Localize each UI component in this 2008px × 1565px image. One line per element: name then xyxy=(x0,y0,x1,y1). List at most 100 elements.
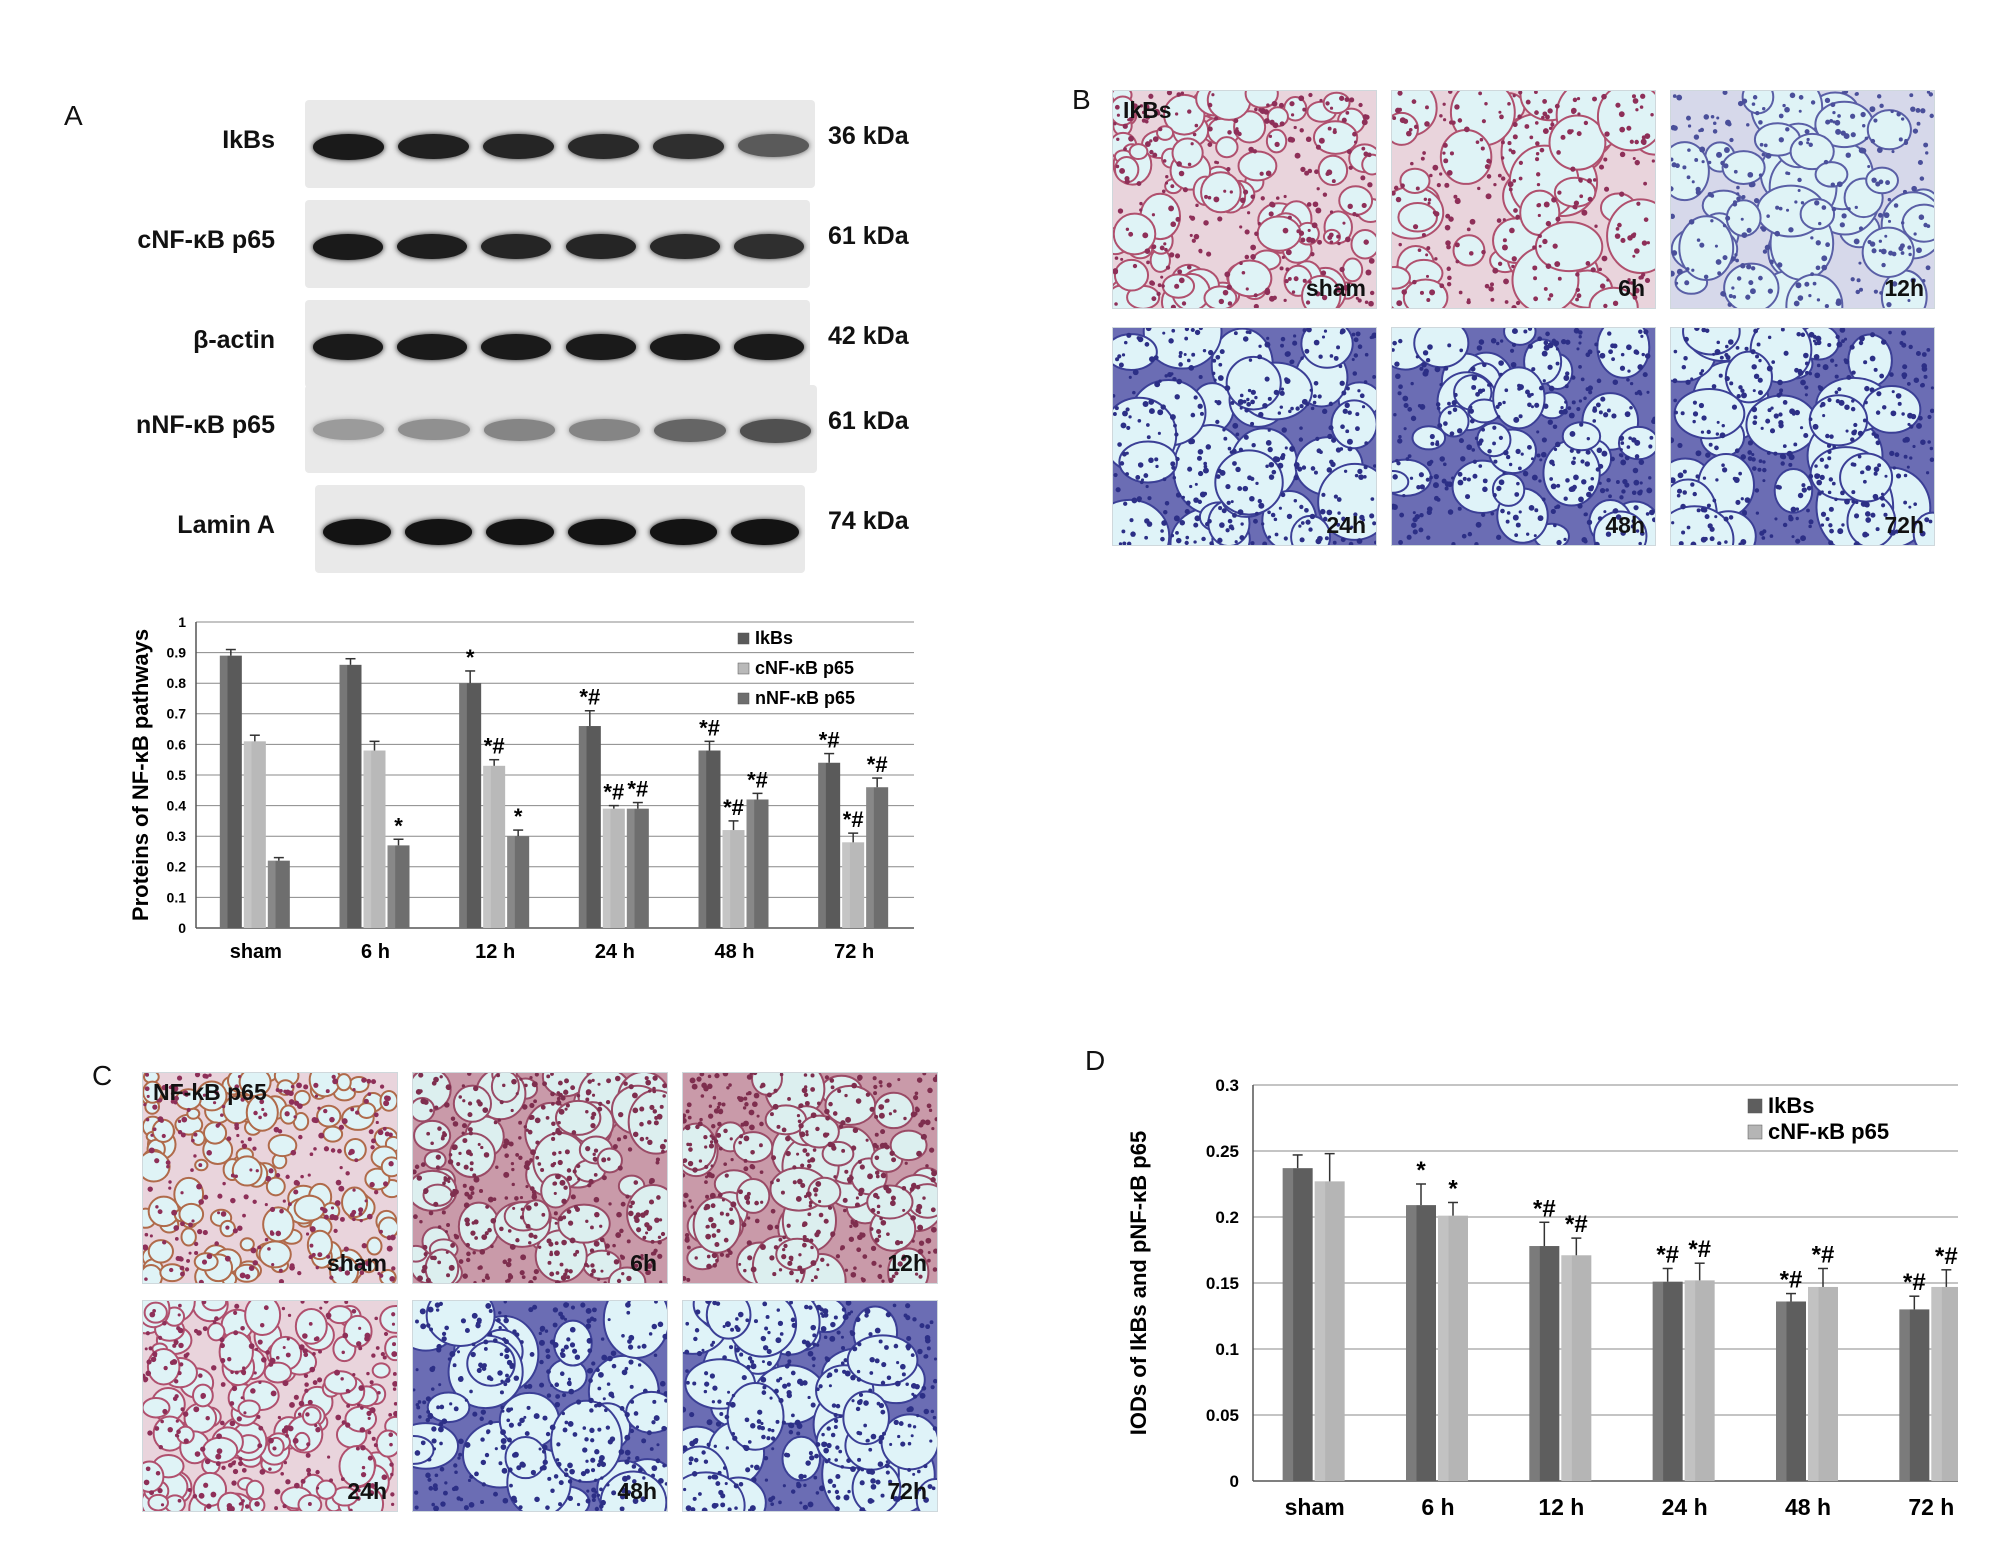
tissue-texture xyxy=(143,1073,397,1283)
blot-band xyxy=(486,519,554,545)
bar-highlight xyxy=(626,808,635,928)
significance-mark: * xyxy=(1416,1157,1426,1184)
y-tick-label: 0 xyxy=(178,920,186,936)
significance-mark: *# xyxy=(1565,1211,1588,1238)
panel-letter-a: A xyxy=(64,100,83,131)
bar xyxy=(578,726,601,928)
blot-band xyxy=(565,334,636,360)
significance-mark: *# xyxy=(1935,1243,1958,1270)
bar xyxy=(1684,1280,1715,1481)
panel-letter-c: C xyxy=(92,1060,113,1091)
panel-letter-b: B xyxy=(1072,84,1091,115)
bar-highlight xyxy=(243,741,252,928)
micrograph-image: 6h xyxy=(412,1072,668,1284)
blot-strip xyxy=(305,300,810,388)
bar-highlight xyxy=(746,799,755,928)
y-tick-label: 0.1 xyxy=(1215,1340,1239,1359)
bar-highlight xyxy=(1684,1280,1696,1481)
chart-a-nfkb-proteins: 0 0.1 0.2 0.3 0.4 0.5 0.6 0.7 0.8 0.9 1 Proteins of… xyxy=(128,614,914,963)
micrograph-image: IkBs sham xyxy=(1112,90,1377,309)
bar-highlight xyxy=(459,683,467,928)
blot-kda-label: 74 kDa xyxy=(828,507,909,535)
bar xyxy=(1282,1168,1313,1481)
bar xyxy=(219,655,242,928)
blot-label: β-actin xyxy=(193,326,275,354)
blot-band xyxy=(739,419,811,443)
tissue-texture xyxy=(1392,91,1655,308)
blot-strip xyxy=(305,200,810,288)
x-tick-label: 48 h xyxy=(1785,1494,1831,1520)
x-tick-label: 6 h xyxy=(1421,1494,1454,1520)
micrograph-image: 12h xyxy=(1670,90,1935,309)
tissue-texture xyxy=(1671,328,1934,545)
blot-band xyxy=(398,419,470,441)
bar-highlight xyxy=(578,726,587,928)
bar-highlight xyxy=(339,664,348,928)
blot-band xyxy=(653,134,724,159)
micrograph-image: NF-kB p65 sham xyxy=(142,1072,398,1284)
blot-band xyxy=(313,234,384,260)
blot-band xyxy=(568,134,639,160)
bar xyxy=(1314,1181,1345,1481)
blot-band xyxy=(738,134,809,158)
blot-kda-label: 61 kDa xyxy=(828,407,909,435)
legend-label: cNF-κB p65 xyxy=(755,658,854,678)
legend-label: IkBs xyxy=(755,628,793,648)
legend-swatch xyxy=(737,692,750,705)
timepoint-label: sham xyxy=(1305,275,1366,301)
bar-highlight xyxy=(1899,1309,1910,1481)
bar xyxy=(387,845,410,928)
significance-mark: *# xyxy=(627,777,648,802)
stain-label: IkBs xyxy=(1123,97,1172,123)
y-tick-label: 0.8 xyxy=(167,675,187,691)
legend-label: cNF-κB p65 xyxy=(1768,1119,1889,1144)
bar xyxy=(507,836,530,928)
blot-label: cNF-κB p65 xyxy=(137,226,275,254)
bar xyxy=(1406,1205,1436,1481)
bar-highlight xyxy=(1776,1301,1787,1481)
bar-highlight xyxy=(818,762,826,928)
blot-band xyxy=(323,519,391,545)
micrograph-image: 72h xyxy=(682,1300,938,1512)
micrograph-image: 48h xyxy=(412,1300,668,1512)
y-tick-label: 0 xyxy=(1230,1472,1239,1491)
blot-band xyxy=(313,134,384,160)
micrograph-image: 12h xyxy=(682,1072,938,1284)
blot-label: nNF-κB p65 xyxy=(136,411,275,439)
y-tick-label: 0.7 xyxy=(167,706,187,722)
blot-band xyxy=(313,419,385,440)
chart-d-iods: 0 0.05 0.1 0.15 0.2 0.25 0.3 IODs of IkBs and p… xyxy=(1126,1076,1958,1520)
x-tick-label: 24 h xyxy=(1662,1494,1708,1520)
legend-swatch xyxy=(737,662,750,675)
x-tick-label: 48 h xyxy=(714,941,754,963)
y-tick-label: 0.5 xyxy=(167,767,187,783)
bar xyxy=(602,808,625,928)
micrograph-image: 24h xyxy=(1112,327,1377,546)
bar xyxy=(363,750,386,928)
blot-strip xyxy=(315,485,805,573)
bar-highlight xyxy=(1529,1246,1540,1481)
x-tick-label: 24 h xyxy=(595,941,635,963)
y-tick-label: 0.3 xyxy=(1215,1076,1239,1095)
timepoint-label: 6h xyxy=(1618,275,1645,301)
significance-mark: *# xyxy=(1812,1241,1835,1268)
blot-band xyxy=(404,519,473,545)
bar xyxy=(459,683,482,928)
bar xyxy=(626,808,649,928)
bar-highlight xyxy=(1314,1181,1326,1481)
bar xyxy=(483,765,506,928)
bar-highlight xyxy=(219,655,228,928)
tissue-texture xyxy=(683,1073,937,1283)
blot-band xyxy=(565,234,636,260)
bar-highlight xyxy=(1931,1286,1942,1481)
blot-band xyxy=(649,519,718,545)
micrograph-image: 6h xyxy=(1391,90,1656,309)
timepoint-label: 24h xyxy=(347,1478,387,1504)
significance-mark: *# xyxy=(723,795,744,820)
tissue-texture xyxy=(413,1301,667,1511)
x-tick-label: sham xyxy=(1285,1494,1345,1520)
legend-swatch xyxy=(737,632,750,645)
timepoint-label: 12h xyxy=(1884,275,1924,301)
significance-mark: *# xyxy=(843,807,864,832)
timepoint-label: 72h xyxy=(1884,512,1924,538)
